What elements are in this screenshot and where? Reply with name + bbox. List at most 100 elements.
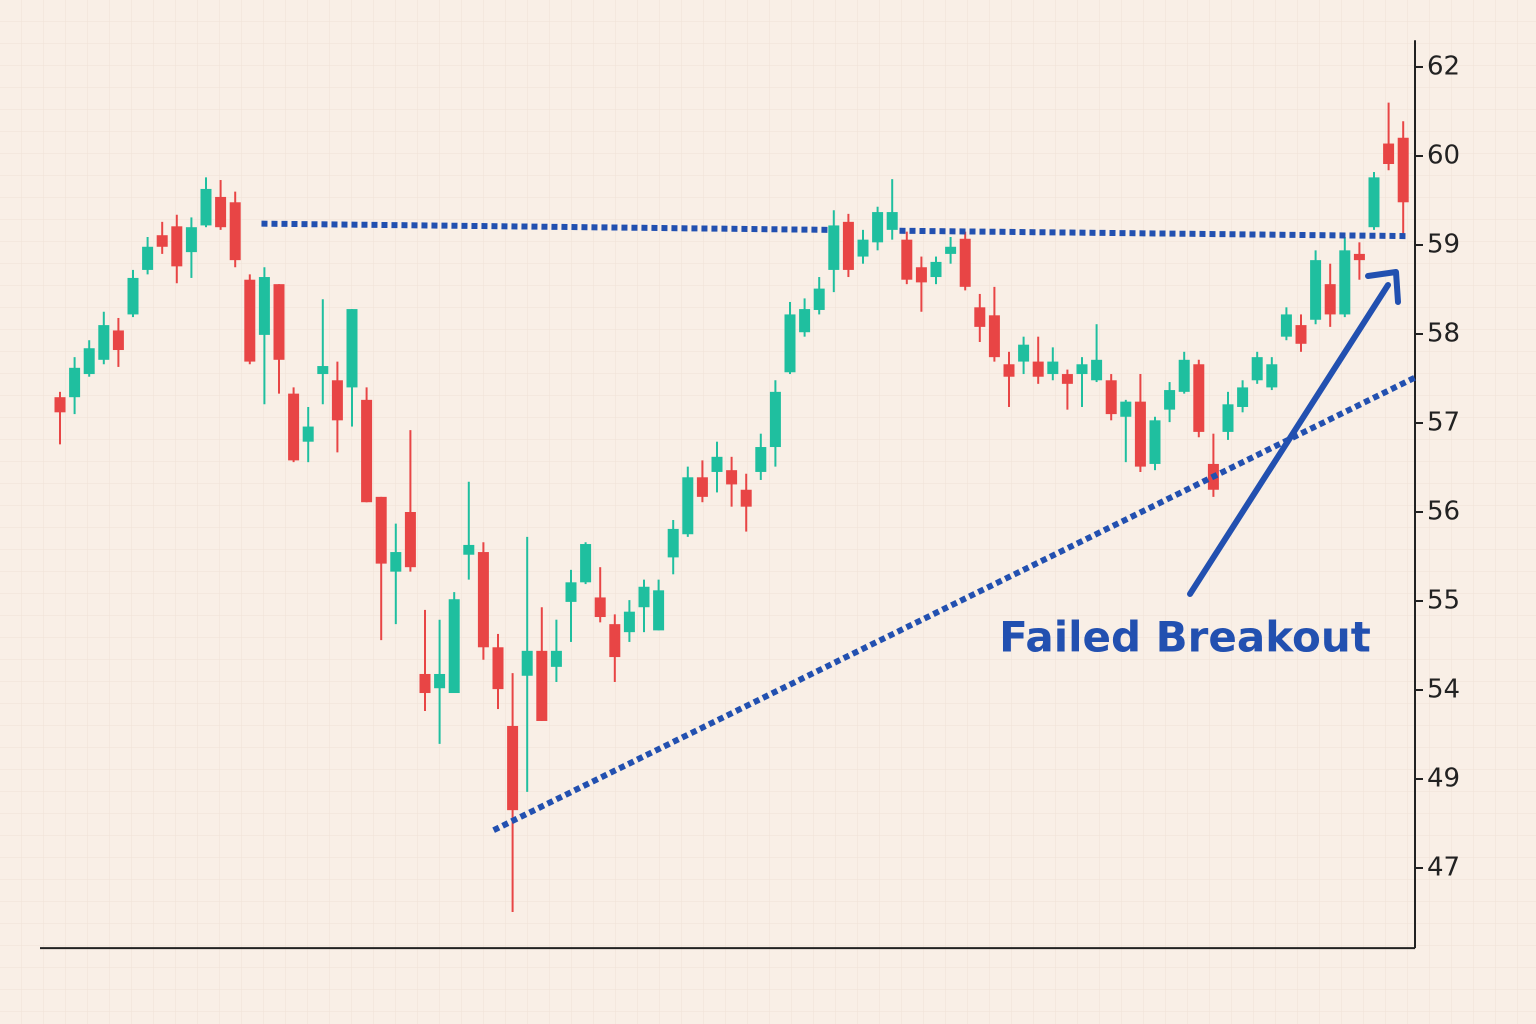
candle-body <box>842 221 854 270</box>
y-tick-label: 59 <box>1427 230 1460 260</box>
candle-body <box>1237 387 1249 407</box>
candle-body <box>755 447 767 472</box>
candle-body <box>1280 314 1292 337</box>
candle-body <box>185 227 197 253</box>
candle-body <box>1251 357 1263 381</box>
candle-body <box>1120 401 1132 417</box>
dotted-line <box>492 374 1417 833</box>
candle-body <box>302 426 314 442</box>
candle-body <box>740 489 752 507</box>
candle-body <box>813 288 825 310</box>
y-tick-label: 57 <box>1427 408 1460 438</box>
candle-body <box>1061 374 1073 384</box>
candle-body <box>288 393 300 461</box>
candle-body <box>54 397 66 413</box>
annotation: Failed Breakout <box>999 613 1371 662</box>
candle-body <box>477 552 489 648</box>
candle-body <box>390 552 402 572</box>
candle-body <box>915 267 927 283</box>
y-tick-label: 56 <box>1427 497 1460 527</box>
candle-body <box>1397 137 1409 203</box>
dotted-line <box>261 220 830 233</box>
candle-body <box>857 239 869 257</box>
candle-body <box>901 239 913 280</box>
candle-body <box>331 380 343 421</box>
candle-body <box>1178 359 1190 392</box>
y-tick-label: 55 <box>1427 586 1460 616</box>
candle-body <box>609 624 621 658</box>
candle-body <box>682 477 694 535</box>
y-tick-label: 58 <box>1427 319 1460 349</box>
candle-body <box>127 277 139 315</box>
candle-body <box>653 590 665 631</box>
candle-body <box>463 544 475 555</box>
candle-body <box>258 277 270 335</box>
candle-body <box>142 246 154 270</box>
candle-body <box>623 611 635 633</box>
candle-body <box>375 496 387 564</box>
candle-body <box>1091 359 1103 381</box>
candle-body <box>1003 364 1015 377</box>
arrow-head <box>1365 269 1401 305</box>
candle-body <box>536 650 548 721</box>
y-tick-label: 60 <box>1427 141 1460 171</box>
candle-body <box>229 202 241 261</box>
candle-body <box>667 528 679 558</box>
candle-body <box>98 325 110 360</box>
arrow-shaft <box>1187 282 1391 597</box>
candle-body <box>1018 344 1030 362</box>
candle-body <box>1339 250 1351 315</box>
candle-body <box>1222 404 1234 432</box>
candle-body <box>886 212 898 230</box>
candle-body <box>1134 401 1146 467</box>
candle-body <box>784 314 796 373</box>
candle-body <box>945 246 957 254</box>
candle-body <box>492 647 504 690</box>
candle-body <box>988 315 1000 358</box>
candle-body <box>83 348 95 375</box>
candle-body <box>1032 361 1044 377</box>
candle-body <box>769 391 781 448</box>
candle-body <box>872 212 884 243</box>
candle-body <box>1324 284 1336 315</box>
candle-body <box>1295 325 1307 344</box>
candle-body <box>448 599 460 694</box>
candle-body <box>273 284 285 360</box>
candle-body <box>594 597 606 618</box>
candle-body <box>361 399 373 503</box>
candle-body <box>419 673 431 694</box>
candle-body <box>434 673 446 689</box>
candle-body <box>930 261 942 278</box>
candle-body <box>828 225 840 270</box>
candle-body <box>1193 364 1205 432</box>
candle-body <box>1076 364 1088 375</box>
y-tick-label: 47 <box>1427 853 1460 883</box>
candle-body <box>565 582 577 602</box>
plot: 62 60 59 58 57 56 55 54 49 47 <box>40 40 1460 950</box>
candle-body <box>244 279 256 362</box>
candle-body <box>1164 390 1176 410</box>
candle-body <box>1383 143 1395 165</box>
candle-body <box>1105 380 1117 415</box>
candle-body <box>69 367 81 398</box>
candle-body <box>1149 420 1161 464</box>
candle-body <box>1368 177 1380 228</box>
candle-body <box>507 725 519 811</box>
candle-body <box>317 366 329 375</box>
candle-body <box>696 477 708 497</box>
candle-body <box>200 188 212 226</box>
candle-body <box>112 330 124 351</box>
candle-body <box>1353 253 1365 261</box>
candle-body <box>156 235 168 247</box>
candle-body <box>346 309 358 388</box>
candle-body <box>638 586 650 608</box>
candle-body <box>726 470 738 485</box>
candle-body <box>1047 361 1059 375</box>
candle-body <box>959 238 971 287</box>
y-tick-label: 49 <box>1427 764 1460 794</box>
candle-body <box>974 307 986 327</box>
candle-body <box>1266 364 1278 388</box>
candle-body <box>521 650 533 676</box>
